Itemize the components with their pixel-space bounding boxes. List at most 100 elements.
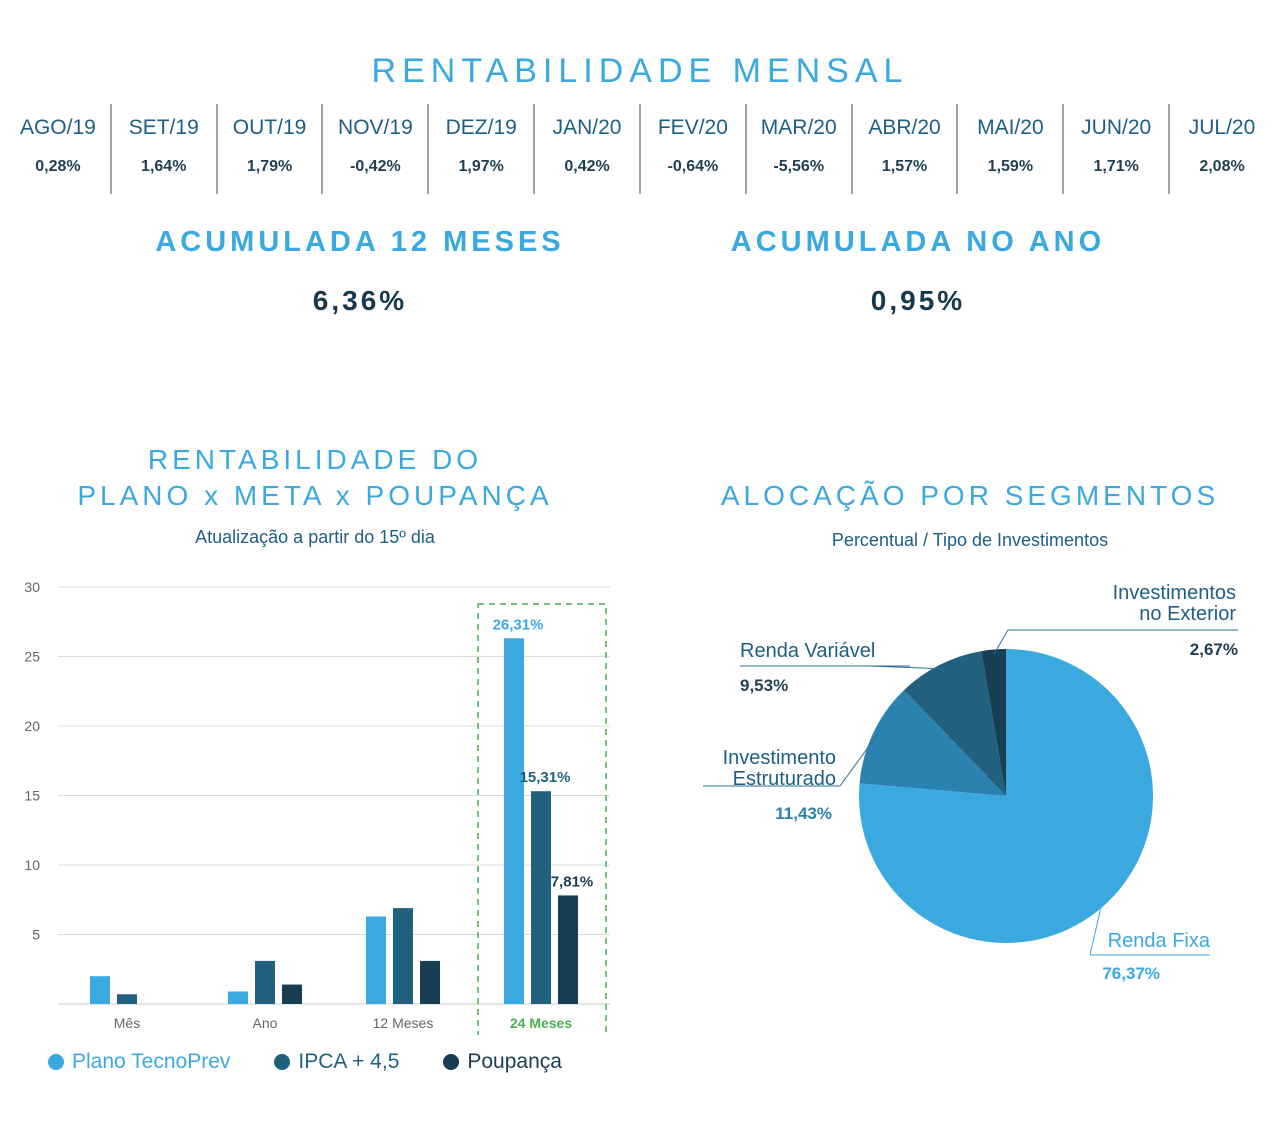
bar (90, 976, 110, 1004)
month-cell: DEZ/19 1,97% (427, 104, 533, 194)
accumulated-12-months-value: 6,36% (312, 285, 408, 316)
x-tick-label: 24 Meses (510, 1015, 572, 1031)
month-label: ABR/20 (868, 116, 941, 139)
bar-chart-title-line1: RENTABILIDADE DO (147, 444, 483, 475)
y-tick-label: 15 (24, 788, 40, 804)
month-value: 0,28% (35, 158, 81, 175)
y-tick-label: 20 (24, 718, 40, 734)
monthly-returns-row: AGO/19 0,28% SET/19 1,64% OUT/19 1,79% NOV/19 -… (6, 104, 1274, 194)
month-value: -0,42% (350, 158, 401, 175)
month-cell: JUL/20 2,08% (1168, 104, 1274, 194)
pie-slice (981, 649, 1006, 796)
x-tick-label: Ano (253, 1015, 278, 1031)
legend-swatch (48, 1054, 64, 1070)
accumulated-year-value: 0,95% (870, 285, 966, 316)
data-label: 7,81% (551, 873, 594, 890)
pie-slice (859, 690, 1006, 796)
bar (420, 960, 440, 1004)
pie-chart-title: ALOCAÇÃO POR SEGMENTOS (720, 480, 1220, 511)
y-tick-label: 5 (32, 927, 40, 943)
slice-value: 76,37% (1102, 964, 1160, 983)
legend-swatch (443, 1054, 460, 1070)
month-cell: SET/19 1,64% (109, 104, 216, 194)
month-cell: AGO/19 0,28% (6, 104, 110, 194)
legend-item: Poupança (443, 1050, 562, 1074)
legend-label: Plano TecnoPrev (72, 1050, 231, 1073)
month-cell: FEV/20 -0,64% (638, 104, 745, 194)
month-value: 2,08% (1199, 158, 1245, 175)
slice-label: Renda Variável (740, 640, 875, 662)
month-label: SET/19 (128, 116, 199, 139)
month-cell: OUT/19 1,79% (215, 104, 322, 194)
page-title: RENTABILIDADE MENSAL (371, 52, 909, 90)
bar-chart-subtitle: Atualização a partir do 15º dia (195, 527, 435, 547)
month-label: DEZ/19 (445, 116, 517, 139)
month-value: 1,79% (246, 158, 293, 175)
legend-label: Poupança (467, 1050, 562, 1073)
month-label: FEV/20 (657, 116, 728, 139)
accumulated-12-months-label: ACUMULADA 12 MESES (155, 226, 565, 258)
bar (228, 991, 248, 1004)
month-value: 1,59% (987, 158, 1034, 175)
accumulated-12-months: ACUMULADA 12 MESES 6,36% (80, 226, 640, 317)
leader-line (1089, 900, 1103, 956)
month-label: MAI/20 (977, 116, 1044, 139)
month-label: JAN/20 (552, 116, 622, 139)
month-cell: ABR/20 1,57% (850, 104, 957, 194)
bar-chart-legend: Plano TecnoPrev IPCA + 4,5 Poupança (48, 1050, 562, 1074)
pie-chart-subtitle: Percentual / Tipo de Investimentos (831, 530, 1109, 550)
bar (393, 908, 413, 1004)
y-tick-label: 10 (24, 857, 40, 873)
slice-label: no Exterior (1139, 603, 1236, 625)
bar (531, 791, 551, 1004)
month-value: -5,56% (773, 158, 825, 175)
slice-label: Estruturado (733, 768, 836, 790)
bar-chart: 5 10 15 20 25 30 Mês Ano 12 Meses 26,31% 15,31% 7,8… (24, 579, 610, 1035)
bar-chart-title-line2: PLANO x META x POUPANÇA (77, 480, 553, 511)
month-value: -0,64% (667, 158, 719, 175)
accumulated-year: ACUMULADA NO ANO 0,95% (638, 226, 1198, 317)
highlight-box (477, 603, 607, 1035)
bar (117, 994, 137, 1004)
month-cell: NOV/19 -0,42% (321, 104, 427, 194)
leader-line (993, 629, 1009, 655)
month-cell: MAI/20 1,59% (956, 104, 1062, 194)
legend-item: Plano TecnoPrev (48, 1050, 230, 1074)
data-label: 26,31% (493, 616, 544, 633)
slice-value: 2,67% (1190, 640, 1238, 659)
y-tick-label: 25 (24, 649, 40, 665)
y-tick-label: 30 (24, 579, 40, 595)
month-label: JUN/20 (1081, 116, 1152, 139)
month-value: 1,64% (141, 158, 187, 175)
bar (558, 895, 578, 1004)
legend-swatch (274, 1054, 291, 1070)
accumulated-year-label: ACUMULADA NO ANO (730, 226, 1106, 258)
slice-value: 11,43% (775, 804, 832, 823)
month-value: 1,71% (1093, 158, 1139, 175)
slice-value: 9,53% (740, 676, 788, 695)
bar (366, 916, 386, 1004)
month-value: 1,97% (458, 158, 504, 175)
month-label: OUT/19 (232, 116, 307, 139)
data-label: 15,31% (520, 769, 571, 786)
month-label: MAR/20 (760, 116, 837, 139)
slice-label: Renda Fixa (1108, 930, 1211, 952)
month-cell: MAR/20 -5,56% (744, 104, 851, 194)
bar (282, 984, 302, 1004)
bar (255, 960, 275, 1004)
month-value: 1,57% (881, 158, 928, 175)
slice-label: Investimento (723, 747, 836, 769)
month-cell: JAN/20 0,42% (533, 104, 639, 194)
month-cell: JUN/20 1,71% (1062, 104, 1168, 194)
x-tick-label: Mês (114, 1015, 140, 1031)
month-label: AGO/19 (19, 116, 96, 139)
month-value: 0,42% (564, 158, 610, 175)
legend-item: IPCA + 4,5 (274, 1050, 399, 1074)
bar-chart-title: RENTABILIDADE DO PLANO x META x POUPANÇA (0, 442, 630, 514)
month-label: JUL/20 (1188, 116, 1256, 139)
month-label: NOV/19 (338, 116, 413, 139)
bar (504, 638, 524, 1004)
pie-slice (904, 651, 1006, 796)
leader-line (869, 665, 942, 670)
